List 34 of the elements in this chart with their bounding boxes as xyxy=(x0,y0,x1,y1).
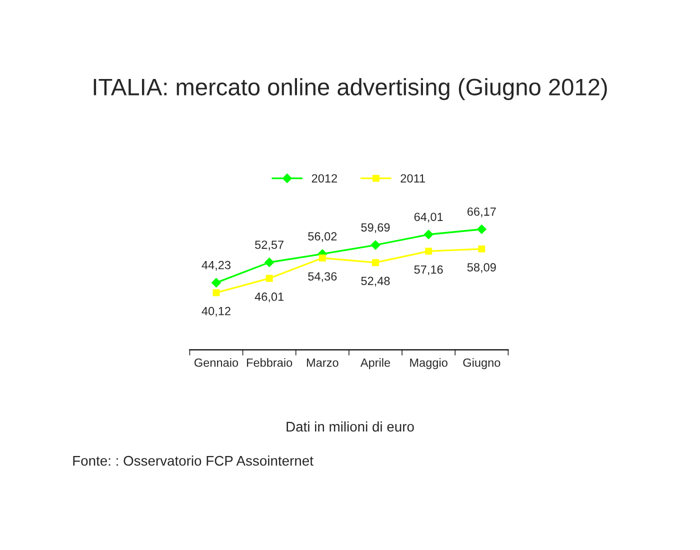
data-label: 58,09 xyxy=(467,263,496,273)
data-label: 40,12 xyxy=(202,306,230,317)
x-tick-label: Gennaio xyxy=(194,358,238,367)
x-tick-label: Aprile xyxy=(360,358,390,370)
point xyxy=(318,254,326,262)
data-label: 54,36 xyxy=(308,272,337,282)
point xyxy=(212,278,221,288)
chart-title: ITALIA: mercato online advertising (Giugno 2012) xyxy=(94,78,607,100)
point xyxy=(266,274,273,282)
source-note: Fonte: : Osservatorio FCP Assointernet xyxy=(73,456,314,466)
legend-label: 2011 xyxy=(400,174,425,183)
point xyxy=(477,224,486,234)
x-tick-label: Giugno xyxy=(463,358,500,370)
data-label: 46,01 xyxy=(254,292,284,302)
text: Dati in milioni di euro xyxy=(286,421,414,432)
point xyxy=(372,259,379,266)
data-label: 56,02 xyxy=(308,232,337,242)
x-tick-label: Febbraio xyxy=(247,358,292,367)
x-tick-label: Maggio xyxy=(410,358,448,370)
point xyxy=(212,289,220,296)
data-label: 59,69 xyxy=(361,223,390,233)
point xyxy=(264,258,274,267)
legend-label: 2012 xyxy=(312,174,337,183)
data-label: 64,01 xyxy=(414,212,443,222)
point xyxy=(425,248,432,255)
point xyxy=(424,230,434,240)
data-label: 44,23 xyxy=(202,260,230,271)
data-label: 66,17 xyxy=(467,207,496,218)
point xyxy=(478,245,486,252)
point xyxy=(370,240,380,250)
data-label: 52,48 xyxy=(361,276,390,287)
x-tick-label: Marzo xyxy=(306,358,338,367)
data-label: 52,57 xyxy=(255,240,284,250)
data-label: 57,16 xyxy=(414,265,443,276)
